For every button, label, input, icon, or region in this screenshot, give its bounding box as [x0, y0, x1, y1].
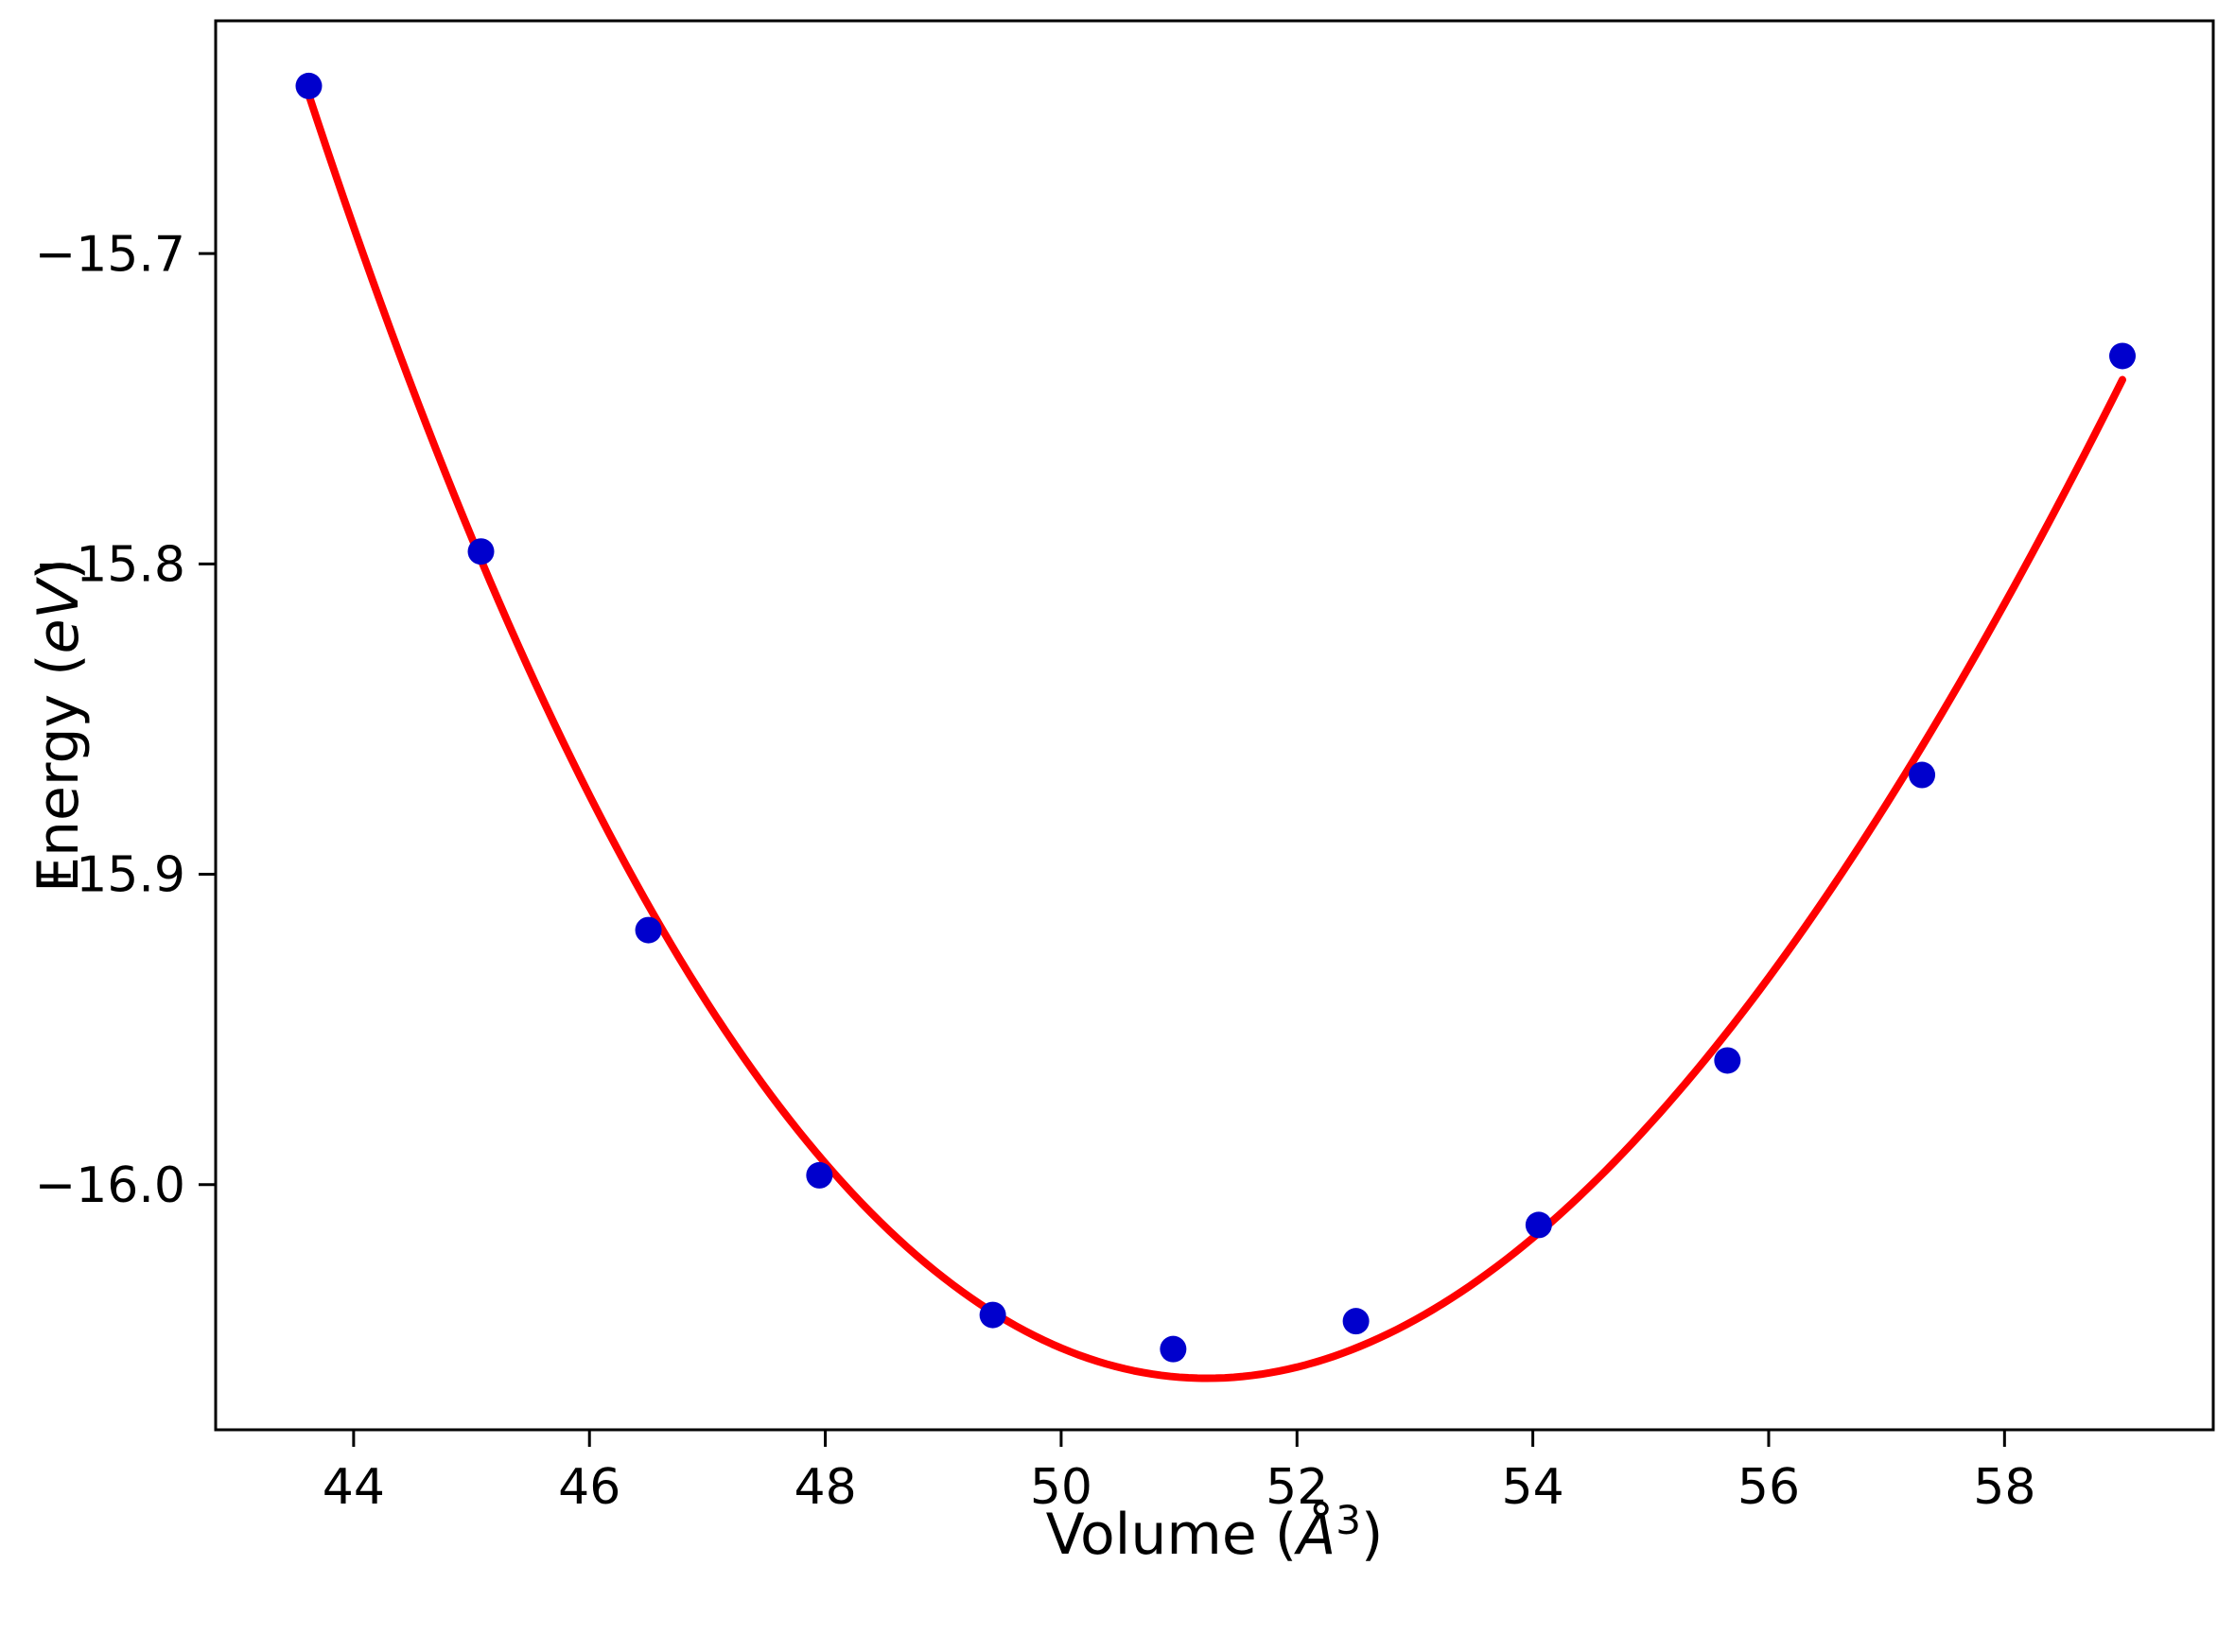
x-tick-label: 52 [1266, 1459, 1328, 1516]
x-axis-unit: Å [1297, 1502, 1336, 1568]
x-tick-label: 48 [794, 1459, 856, 1516]
data-point [295, 72, 323, 99]
data-point [467, 538, 495, 565]
data-point [806, 1161, 833, 1189]
x-tick-label: 50 [1030, 1459, 1092, 1516]
plot-border [214, 19, 2215, 1432]
data-point [1909, 761, 1936, 789]
y-tick-label: −16.0 [35, 1157, 185, 1214]
fit-curve [305, 91, 2126, 1382]
x-tick-label: 46 [558, 1459, 620, 1516]
data-point [1525, 1211, 1552, 1239]
x-axis-unit-exponent: 3 [1336, 1497, 1361, 1543]
x-tick-label: 56 [1737, 1459, 1800, 1516]
y-axis-label-close: ) [26, 558, 92, 581]
y-tick-label: −15.9 [35, 847, 185, 904]
x-axis-label-text: Volume ( [1045, 1502, 1298, 1568]
y-axis-label-text: Energy ( [26, 653, 92, 893]
x-tick-label: 54 [1502, 1459, 1564, 1516]
data-point [1342, 1308, 1370, 1335]
x-axis-label: Volume (Å3) [1045, 1501, 1384, 1569]
data-point [2109, 342, 2136, 370]
data-point [979, 1301, 1006, 1329]
y-tick-label: −15.7 [35, 226, 185, 283]
y-axis-label: Energy (eV) [26, 558, 92, 893]
x-tick-label: 58 [1973, 1459, 2035, 1516]
y-axis-unit: eV [26, 580, 92, 654]
data-point [1160, 1335, 1187, 1363]
x-axis-label-close: ) [1361, 1502, 1384, 1568]
data-point [635, 916, 662, 944]
x-tick-label: 44 [323, 1459, 385, 1516]
y-tick-label: −15.8 [35, 537, 185, 594]
data-point [1714, 1047, 1741, 1074]
